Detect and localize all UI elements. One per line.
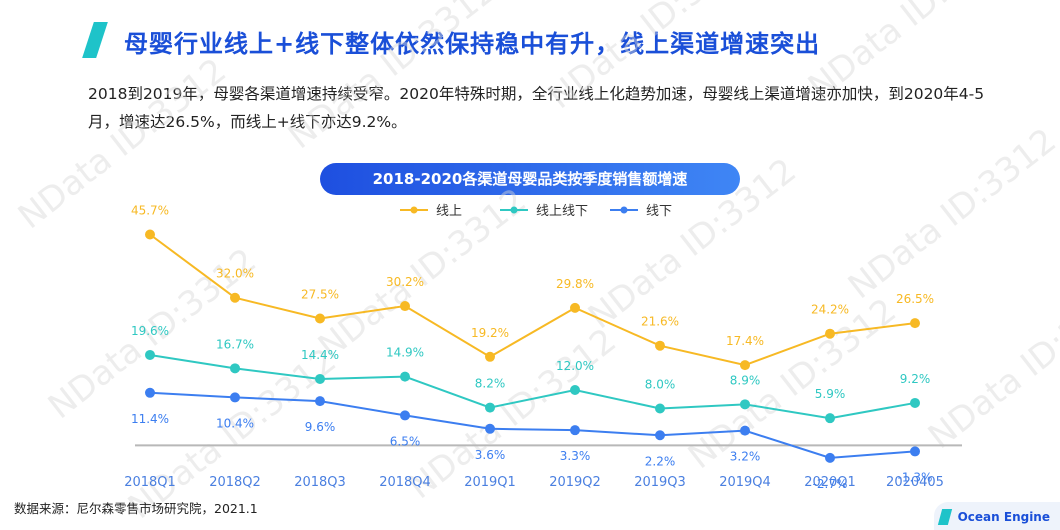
- data-label: 16.7%: [216, 337, 254, 351]
- legend-label: 线上: [436, 204, 462, 219]
- data-point: [230, 392, 240, 403]
- data-label: 3.2%: [730, 450, 761, 464]
- legend-swatch-dot: [620, 206, 628, 214]
- x-tick-label: 2019Q4: [719, 475, 771, 490]
- x-tick-label: 2018Q2: [209, 475, 261, 490]
- data-point: [145, 349, 155, 360]
- data-point: [400, 410, 410, 421]
- series-line: [149, 391, 916, 459]
- data-label: 10.4%: [216, 416, 254, 430]
- data-point: [315, 373, 325, 384]
- source-note: 数据来源：尼尔森零售市场研究院，2021.1: [14, 501, 258, 516]
- data-label: 24.2%: [811, 303, 849, 317]
- data-point: [570, 425, 580, 436]
- x-tick-label: 2019Q2: [549, 475, 601, 490]
- data-point: [740, 399, 750, 410]
- watermark-text: NData ID:3312: [801, 0, 1024, 107]
- series-line: [149, 233, 916, 367]
- data-point: [315, 396, 325, 407]
- data-label: 5.9%: [815, 387, 846, 401]
- data-label: 9.2%: [900, 372, 931, 386]
- data-label: 8.0%: [645, 377, 676, 391]
- x-tick-label: 2019Q1: [464, 475, 516, 490]
- legend-label: 线上线下: [536, 204, 588, 219]
- chart-title: 2018-2020各渠道母婴品类按季度销售额增速: [320, 163, 740, 195]
- data-label: 45.7%: [131, 204, 169, 218]
- x-tick-label: 2018Q4: [379, 475, 431, 490]
- data-point: [145, 387, 155, 398]
- data-label: 29.8%: [556, 277, 594, 291]
- data-point: [570, 302, 580, 313]
- brand-logo: Ocean Engine: [920, 500, 1060, 530]
- legend-label: 线下: [646, 204, 672, 219]
- watermark-text: NData ID:3312: [541, 0, 764, 117]
- data-label: 8.2%: [475, 377, 506, 391]
- x-tick-label: 2019Q3: [634, 475, 686, 490]
- data-label: 12.0%: [556, 359, 594, 373]
- brand-name: Ocean Engine: [957, 510, 1050, 524]
- data-point: [825, 452, 835, 463]
- brand-background: [934, 502, 1060, 530]
- data-point: [570, 385, 580, 396]
- watermark-text: NData ID:3312: [841, 121, 1060, 307]
- data-label: 19.6%: [131, 324, 169, 338]
- data-label: 11.4%: [131, 412, 169, 426]
- data-point: [740, 360, 750, 371]
- data-point: [485, 402, 495, 413]
- data-point: [825, 328, 835, 339]
- data-label: 14.4%: [301, 348, 339, 362]
- data-point: [315, 313, 325, 324]
- data-label: 21.6%: [641, 315, 679, 329]
- data-point: [400, 301, 410, 312]
- legend-swatch-dot: [510, 206, 518, 214]
- data-label: 6.5%: [390, 434, 421, 448]
- x-tick-label: 2018Q3: [294, 475, 346, 490]
- data-label: 32.0%: [216, 267, 254, 281]
- data-label: 2.2%: [645, 454, 676, 468]
- data-label: 3.3%: [560, 449, 591, 463]
- data-label: 30.2%: [386, 275, 424, 289]
- data-point: [145, 229, 155, 240]
- data-label: 14.9%: [386, 346, 424, 360]
- data-point: [230, 363, 240, 374]
- data-label: -1.3%: [898, 470, 933, 484]
- data-point: [400, 371, 410, 382]
- watermark-text: NData ID:3312: [11, 51, 234, 237]
- data-label: 27.5%: [301, 287, 339, 301]
- x-tick-label: 2020Q1: [804, 475, 856, 490]
- watermark-text: NData ID:3312: [681, 291, 904, 477]
- data-label: 26.5%: [896, 292, 934, 306]
- data-point: [485, 423, 495, 434]
- data-point: [910, 318, 920, 329]
- data-label: 17.4%: [726, 334, 764, 348]
- summary-text: 2018到2019年，母婴各渠道增速持续受窄。2020年特殊时期，全行业线上化趋…: [88, 85, 985, 131]
- data-point: [910, 446, 920, 457]
- data-label: 9.6%: [305, 420, 336, 434]
- legend-swatch-dot: [410, 206, 418, 214]
- x-tick-label: 2018Q1: [124, 475, 176, 490]
- x-tick-label: 2020405: [886, 475, 944, 490]
- data-label: 8.9%: [730, 373, 761, 387]
- data-point: [230, 292, 240, 303]
- data-point: [825, 413, 835, 424]
- watermark-text: NData ID:3312: [281, 0, 504, 157]
- data-label: -2.7%: [813, 477, 848, 491]
- data-point: [655, 340, 665, 351]
- page-title: 母婴行业线上+线下整体依然保持稳中有升，线上渠道增速突出: [124, 30, 821, 58]
- data-point: [655, 403, 665, 414]
- series-line: [149, 353, 916, 420]
- data-label: 19.2%: [471, 326, 509, 340]
- data-point: [485, 351, 495, 362]
- data-point: [655, 430, 665, 441]
- watermark-text: NData ID:3312: [921, 271, 1060, 457]
- watermark-text: NData ID:3312: [581, 151, 804, 337]
- data-point: [740, 425, 750, 436]
- data-label: 3.6%: [475, 448, 506, 462]
- data-point: [910, 397, 920, 408]
